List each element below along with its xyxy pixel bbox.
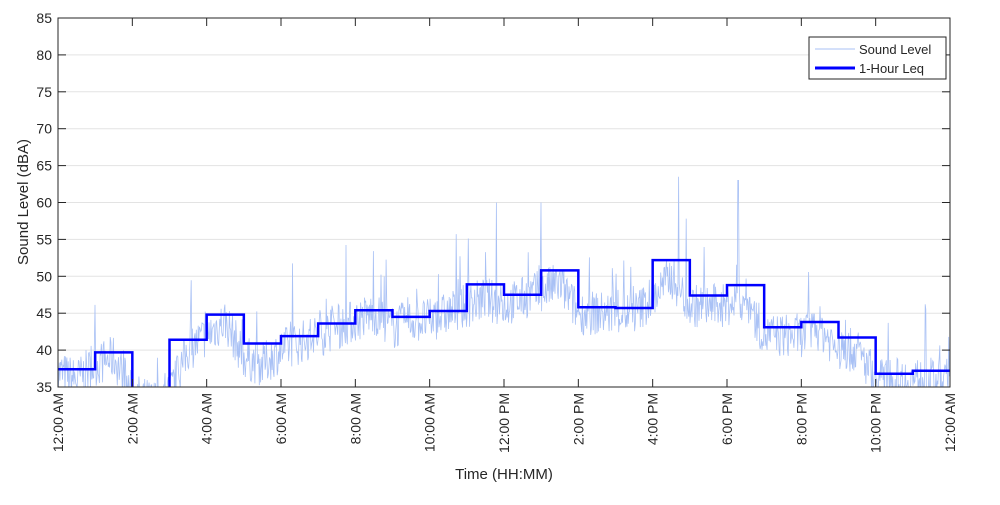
y-tick-label: 55 (36, 231, 52, 247)
legend-label-leq: 1-Hour Leq (859, 61, 924, 76)
y-tick-label: 75 (36, 84, 52, 100)
x-tick-label: 8:00 AM (347, 393, 363, 444)
axes: 35 40 45 50 55 60 65 70 75 80 85 12:00 AM 2:00 AM 4:0… (36, 10, 958, 453)
y-tick-label: 35 (36, 379, 52, 395)
y-tick-label: 65 (36, 158, 52, 174)
y-tick-label: 40 (36, 342, 52, 358)
y-tick-label: 70 (36, 121, 52, 137)
x-tick-label: 12:00 AM (50, 393, 66, 452)
x-axis-label: Time (HH:MM) (455, 466, 553, 483)
x-tick-label: 8:00 PM (793, 393, 809, 445)
x-tick-label: 10:00 PM (868, 393, 884, 453)
x-tick-label: 2:00 PM (570, 393, 586, 445)
y-tick-label: 80 (36, 47, 52, 63)
y-tick-label: 85 (36, 10, 52, 26)
y-tick-label: 45 (36, 305, 52, 321)
legend-box (808, 36, 947, 80)
data-layer (58, 176, 950, 387)
x-tick-label: 4:00 PM (645, 393, 661, 445)
x-tick-label: 10:00 AM (422, 393, 438, 452)
x-tick-label: 2:00 AM (124, 393, 140, 444)
x-tick-label: 12:00 PM (496, 393, 512, 453)
y-tick-label: 50 (36, 268, 52, 284)
series-leq-step-line (58, 258, 950, 387)
legend-label-sound-level: Sound Level (859, 42, 931, 57)
x-tick-label: 4:00 AM (199, 393, 215, 444)
y-axis-label: Sound Level (dBA) (15, 139, 32, 265)
y-tick-label: 60 (36, 195, 52, 211)
legend: Sound Level 1-Hour Leq (808, 36, 947, 80)
x-tick-label: 6:00 PM (719, 393, 735, 445)
x-tick-label: 12:00 AM (942, 393, 958, 452)
x-tick-label: 6:00 AM (273, 393, 289, 444)
